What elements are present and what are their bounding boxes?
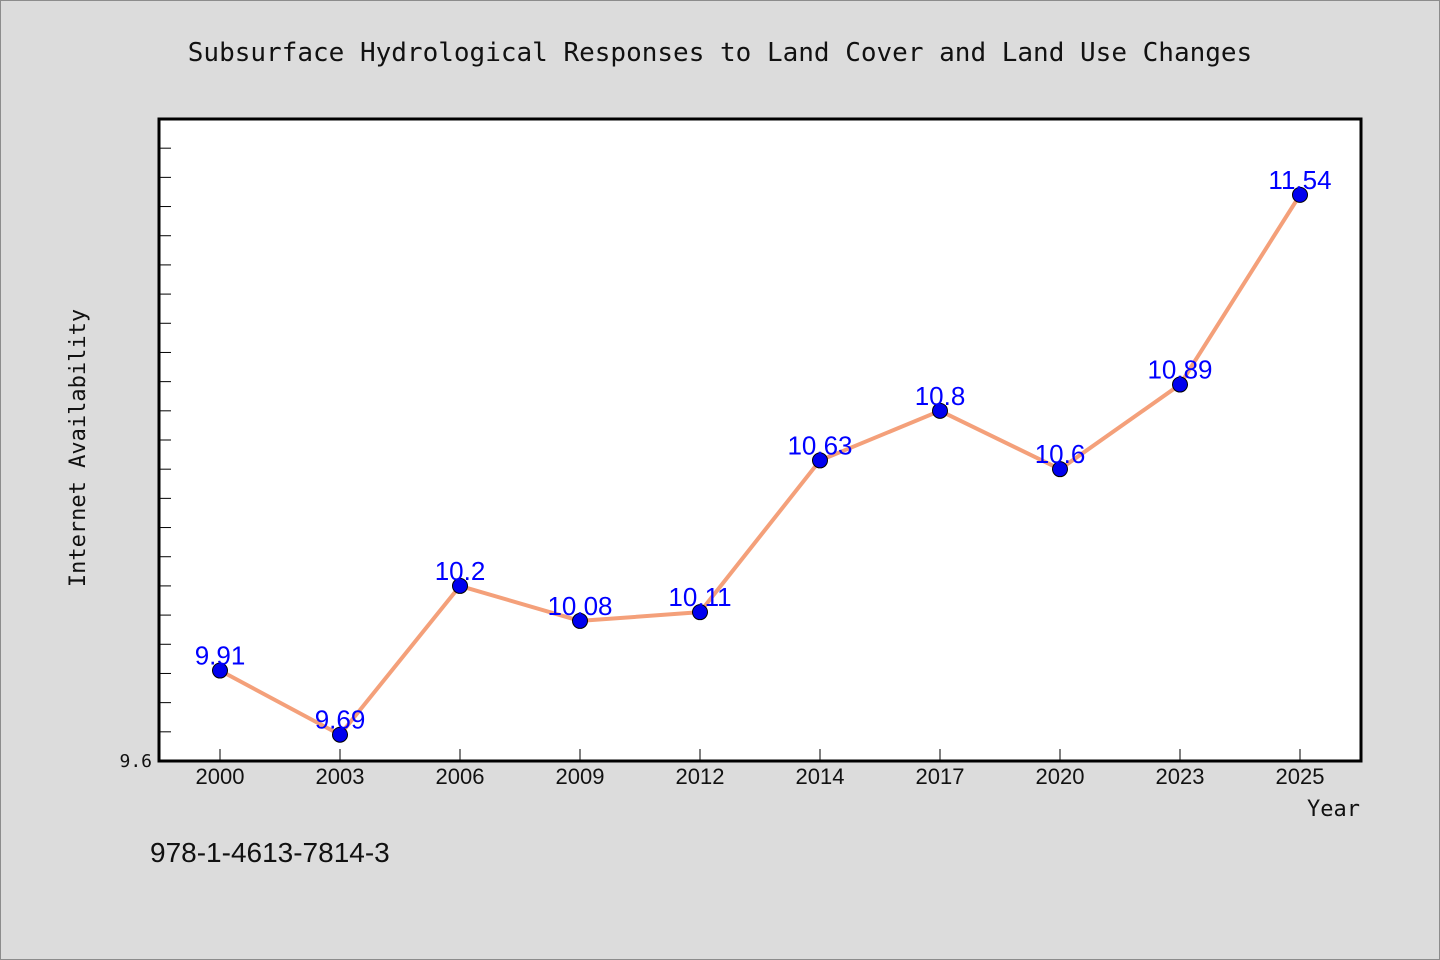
- data-label: 10.2: [435, 556, 486, 586]
- footnote-isbn: 978-1-4613-7814-3: [150, 837, 390, 868]
- chart-title: Subsurface Hydrological Responses to Lan…: [188, 38, 1252, 68]
- x-tick-label: 2025: [1276, 764, 1325, 789]
- data-label: 10.89: [1147, 355, 1212, 385]
- data-point: [332, 726, 348, 743]
- data-label: 10.63: [787, 430, 852, 460]
- y-tick-label-min: 9.6: [119, 751, 152, 772]
- x-axis-ticks: 2000 2003 2006 2009 2012 2014 2017 2020 2023 2025: [196, 749, 1325, 789]
- data-point: [452, 577, 468, 594]
- x-tick-label: 2014: [796, 764, 845, 789]
- y-axis-ticks: [159, 147, 171, 733]
- plot-area: [157, 117, 1363, 763]
- x-tick-label: 2012: [676, 764, 725, 789]
- data-labels: 9.91 9.69 10.2 10.08 10.11 10.63 10.8 10.6 10.89…: [195, 165, 1332, 735]
- data-point: [1172, 376, 1188, 393]
- data-point: [692, 604, 708, 621]
- x-tick-label: 2006: [436, 764, 485, 789]
- x-axis-label: Year: [1307, 797, 1360, 822]
- data-label: 10.11: [668, 582, 731, 612]
- x-tick-label: 2023: [1156, 764, 1205, 789]
- x-tick-label: 2009: [556, 764, 605, 789]
- data-point: [1052, 461, 1068, 478]
- data-point: [1292, 186, 1308, 203]
- data-label: 10.08: [547, 591, 612, 621]
- data-label: 10.6: [1035, 439, 1086, 469]
- data-point: [932, 402, 948, 419]
- x-tick-label: 2000: [196, 764, 245, 789]
- data-label: 9.69: [315, 705, 366, 735]
- data-points: [212, 186, 1308, 743]
- data-point: [812, 452, 828, 469]
- x-tick-label: 2003: [316, 764, 365, 789]
- x-tick-label: 2020: [1036, 764, 1085, 789]
- x-tick-label: 2017: [916, 764, 965, 789]
- data-label: 9.91: [195, 641, 246, 671]
- data-point: [212, 662, 228, 679]
- data-label: 11.54: [1268, 165, 1331, 195]
- data-label: 10.8: [915, 381, 966, 411]
- y-axis-label: Internet Availability: [66, 309, 91, 587]
- series-line: [219, 193, 1302, 737]
- data-point: [572, 612, 588, 629]
